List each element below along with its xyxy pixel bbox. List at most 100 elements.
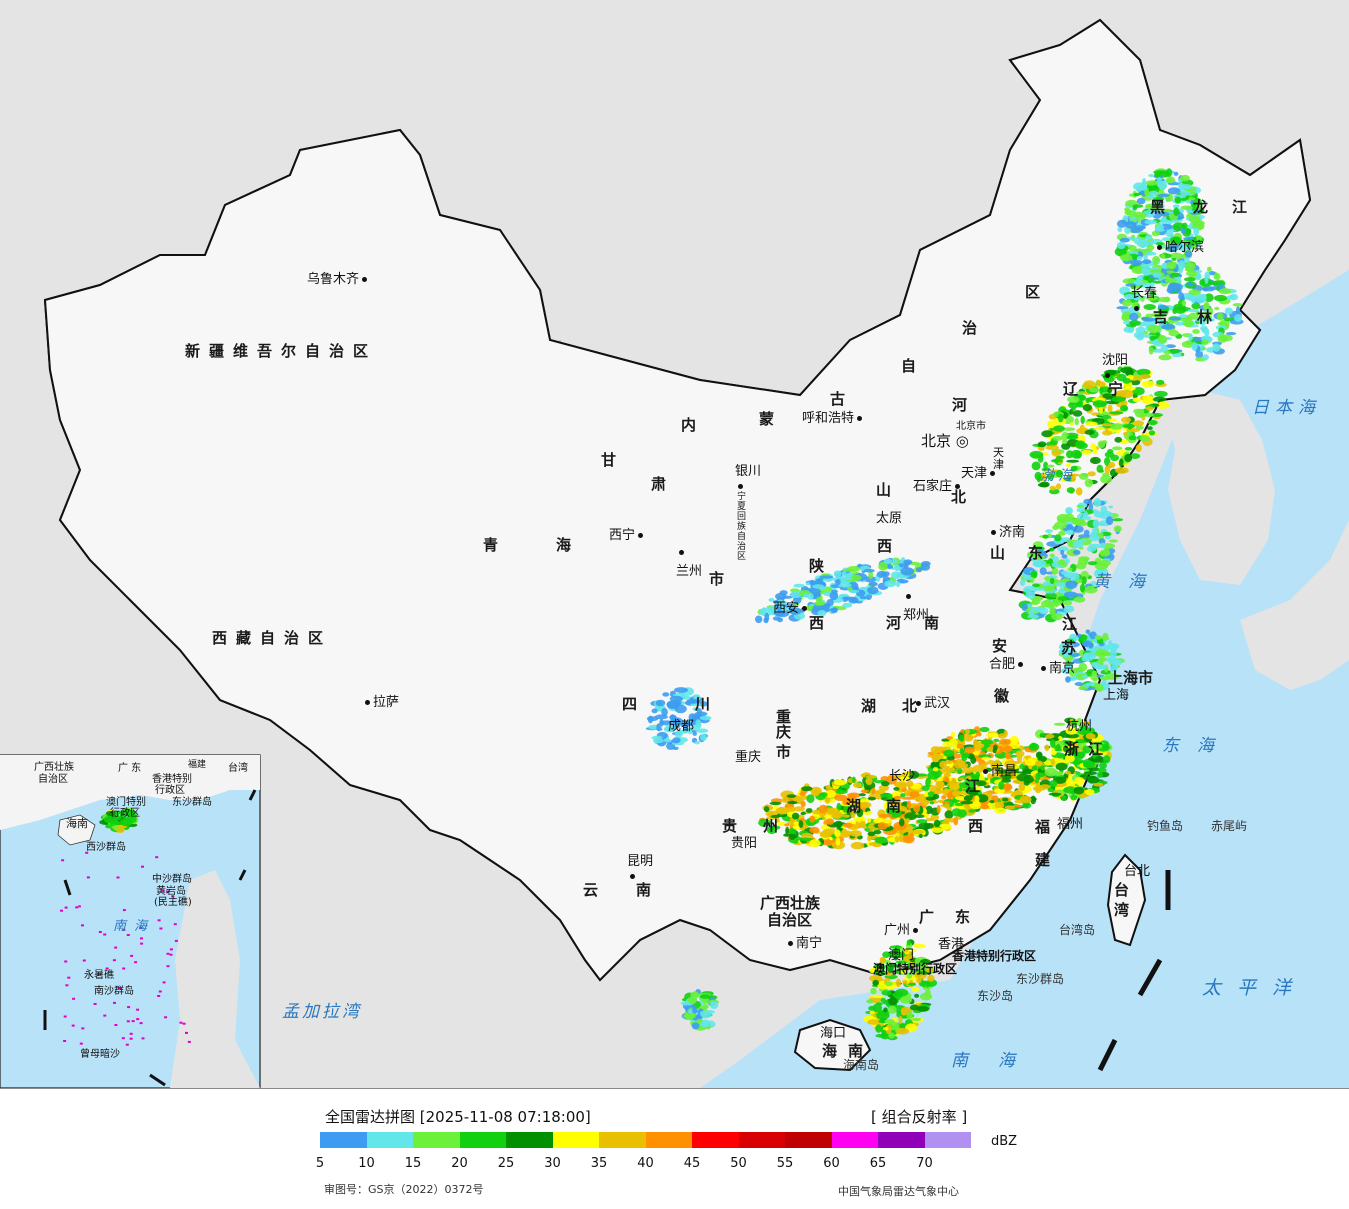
- province-guizhou-1: 贵: [722, 817, 738, 835]
- inset-dongsha-label: 东沙群岛: [172, 797, 212, 808]
- city-tianjin: 天津: [961, 462, 998, 481]
- inset-guangdong-label: 广 东: [118, 763, 142, 774]
- colorbar-swatch-3: [459, 1132, 506, 1148]
- colorbar-swatch-1: [366, 1132, 413, 1148]
- province-shanghai: 上海市: [1108, 669, 1154, 687]
- province-hunan-1: 湖: [846, 797, 862, 815]
- province-guangdong-1: 广: [919, 908, 935, 926]
- map-canvas: [0, 0, 1349, 1088]
- colorbar-swatch-12: [878, 1132, 925, 1148]
- inset-taiwan-label: 台湾: [228, 763, 248, 774]
- colorbar-tick-35: 35: [590, 1156, 608, 1171]
- south-china-sea-label: 南海: [951, 1051, 1045, 1071]
- city-harbin: 哈尔滨: [1154, 236, 1204, 255]
- province-shaanxi-2: 西: [809, 614, 825, 632]
- city-guiyang: 贵阳: [731, 836, 758, 851]
- province-guizhou-2: 州: [763, 817, 779, 835]
- taiwan-island-label: 台湾岛: [1059, 923, 1096, 937]
- province-ningxia: 宁夏回族自治区: [737, 492, 747, 562]
- maritime-boundary-dashes: [1097, 870, 1171, 1072]
- dongsha-islands-label: 东沙群岛: [1016, 972, 1065, 986]
- approval-number: 审图号：GS京（2022）0372号: [324, 1183, 484, 1196]
- inset-macau-label: 澳门特别: [106, 797, 146, 808]
- colorbar-swatch-2: [413, 1132, 460, 1148]
- province-beijing: 北京市: [956, 421, 986, 432]
- province-gansu-1: 甘: [601, 451, 617, 469]
- producer-name: 中国气象局雷达气象中心: [838, 1185, 959, 1198]
- diaoyu-label: 钓鱼岛: [1147, 819, 1184, 833]
- unit-label: dBZ: [991, 1134, 1018, 1149]
- province-hainan-1: 海: [822, 1042, 838, 1060]
- province-inner-mongolia-4: 自: [901, 357, 917, 375]
- inset-zengmu-label: 曾母暗沙: [80, 1049, 120, 1060]
- city-macau: 澳门: [888, 948, 915, 963]
- province-gansu-2: 肃: [651, 475, 667, 493]
- colorbar-swatch-13: [924, 1132, 971, 1148]
- city-changchun: 长春: [1131, 282, 1157, 316]
- chiwei-label: 赤尾屿: [1211, 819, 1248, 833]
- inset-huangyan-label: 黄岩岛: [156, 886, 186, 897]
- radar-map[interactable]: 新疆维吾尔自治区 西藏自治区 青 海 甘 肃 内 蒙 古 自 治 区 黑 龙 江…: [0, 0, 1349, 1088]
- colorbar-swatch-10: [785, 1132, 832, 1148]
- province-liaoning-2: 宁: [1108, 380, 1124, 398]
- inset-hainan-label: 海南: [66, 817, 88, 830]
- province-heilongjiang-3: 江: [1232, 198, 1248, 216]
- taiwan-island-shape: [1106, 853, 1147, 947]
- province-guangdong-2: 东: [955, 908, 971, 926]
- province-henan-1: 河: [886, 614, 902, 632]
- colorbar-tick-65: 65: [869, 1156, 887, 1171]
- inset-hk-label-2: 行政区: [155, 785, 185, 796]
- province-sichuan-1: 四: [622, 695, 638, 713]
- province-heilongjiang-2: 龙: [1193, 198, 1209, 216]
- province-chongqing-2: 庆: [776, 723, 792, 741]
- inset-sea-label: 南 海: [113, 919, 150, 934]
- province-inner-mongolia-1: 内: [681, 416, 697, 434]
- province-gansu-3: 市: [709, 570, 725, 588]
- colorbar-tick-25: 25: [497, 1156, 515, 1171]
- city-taipei: 台北: [1124, 864, 1151, 879]
- inset-fujian-label: 福建: [188, 760, 207, 770]
- colorbar-tick-55: 55: [776, 1156, 794, 1171]
- colorbar-tick-20: 20: [451, 1156, 468, 1171]
- province-jiangsu-1: 江: [1062, 615, 1078, 633]
- province-fujian-1: 福: [1035, 818, 1051, 836]
- city-yinchuan: 银川: [735, 460, 761, 494]
- colorbar-swatch-9: [738, 1132, 785, 1148]
- inset-yongshu-label: 永暑礁: [84, 970, 114, 981]
- japan-islands: [1240, 520, 1349, 690]
- bohai-label: 渤海: [1040, 468, 1076, 484]
- province-chongqing-1: 重: [776, 708, 792, 726]
- province-jiangsu-2: 苏: [1061, 639, 1077, 657]
- city-taiyuan: 太原: [876, 511, 903, 526]
- colorbar-tick-60: 60: [823, 1156, 840, 1171]
- colorbar-swatch-5: [552, 1132, 599, 1148]
- city-lhasa: 拉萨: [362, 691, 399, 710]
- inset-nansha-label: 南沙群岛: [94, 986, 134, 997]
- inset-zhongsha-label: 中沙群岛: [152, 874, 192, 885]
- sea-of-japan-label: 日本海: [1252, 398, 1321, 418]
- city-xian: 西安: [773, 597, 810, 616]
- colorbar-swatch-0: [320, 1132, 367, 1148]
- inset-hk-label: 香港特别: [152, 774, 192, 785]
- province-fujian-2: 建: [1035, 851, 1051, 869]
- province-guangxi-1: 广西壮族: [760, 894, 821, 912]
- city-chongqing: 重庆: [735, 750, 762, 765]
- province-macau: 澳门特别行政区: [873, 962, 958, 976]
- province-yunnan-2: 南: [636, 881, 652, 899]
- city-haikou: 海口: [820, 1026, 847, 1041]
- city-lanzhou: 兰州: [676, 545, 702, 579]
- province-qinghai-1: 青: [483, 536, 499, 554]
- province-tibet: 西藏自治区: [212, 629, 333, 647]
- province-jiangxi-1: 江: [965, 777, 981, 795]
- colorbar: [320, 1132, 971, 1148]
- city-hangzhou: 杭州: [1066, 719, 1093, 734]
- province-yunnan-1: 云: [583, 881, 599, 899]
- radar-echoes: [99, 168, 1244, 1041]
- city-nanchang: 南昌: [980, 760, 1017, 779]
- city-fuzhou: 福州: [1057, 817, 1084, 832]
- city-nanjing: 南京: [1038, 657, 1075, 676]
- province-tianjin: 天津: [993, 446, 1004, 471]
- province-zhejiang-2: 江: [1088, 740, 1104, 758]
- city-hefei: 合肥: [989, 653, 1026, 672]
- colorbar-tick-45: 45: [683, 1156, 701, 1171]
